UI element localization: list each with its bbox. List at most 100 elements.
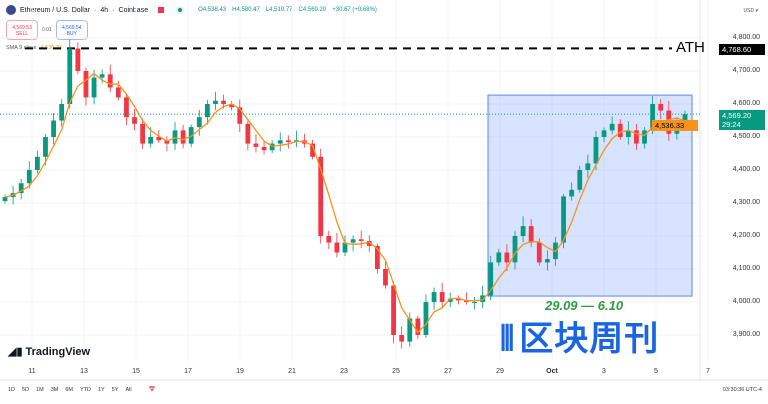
candle-body <box>115 87 121 98</box>
candle-body <box>415 318 421 335</box>
candle-body <box>504 252 510 263</box>
candle-body <box>221 100 226 104</box>
currency-select[interactable]: USD ▾ <box>743 8 758 14</box>
x-tick-label: 3 <box>602 368 606 375</box>
candle-body <box>83 71 89 98</box>
range-button-5d[interactable]: 5D <box>22 387 30 393</box>
buy-button[interactable]: 4,569.54 BUY <box>55 20 88 40</box>
y-tick-label: 4,000.00 <box>732 298 760 305</box>
candle-body <box>350 239 356 243</box>
candle-body <box>480 295 486 302</box>
currency-label: USD <box>743 8 755 14</box>
sell-label: SELL <box>15 31 29 37</box>
candle-body <box>383 269 388 286</box>
candle-body <box>609 123 615 131</box>
range-button-1d[interactable]: 1D <box>8 387 16 393</box>
candle-body <box>75 48 81 71</box>
candle-body <box>261 146 267 151</box>
exchange: Coinbase <box>118 6 149 14</box>
y-tick-label: 3,900.00 <box>732 331 760 338</box>
sma-legend[interactable]: SMA 9 close 4,536.33 <box>6 45 62 51</box>
range-button-1y[interactable]: 1Y <box>97 387 105 393</box>
x-tick-label: 7 <box>706 368 710 375</box>
y-tick-label: 4,400.00 <box>732 166 760 173</box>
ohlc-open: O4,538.43 <box>198 7 227 13</box>
candle-body <box>391 285 396 335</box>
candle-body <box>2 197 8 202</box>
candle-body <box>43 137 48 157</box>
candle-body <box>51 120 56 137</box>
candle-body <box>625 130 631 137</box>
tv-logo-icon: ◢▮ <box>8 346 23 358</box>
x-tick-label: 11 <box>28 368 36 375</box>
x-tick-label: 13 <box>80 368 88 375</box>
candle-body <box>59 104 65 121</box>
candle-body <box>488 262 494 296</box>
candle-body <box>544 259 550 263</box>
x-tick-label: 21 <box>288 368 296 375</box>
x-tick-label: 23 <box>340 368 348 375</box>
ath-price-badge: 4,768.60 <box>719 44 765 55</box>
bar-countdown: 29:24 <box>722 120 741 129</box>
range-button-6m[interactable]: 6M <box>65 387 73 393</box>
range-button-3m[interactable]: 3M <box>50 387 59 393</box>
candle-body <box>156 137 162 141</box>
candle-body <box>447 298 453 302</box>
candle-body <box>318 156 324 236</box>
y-tick-label: 4,600.00 <box>732 100 760 107</box>
y-tick-label: 4,700.00 <box>732 67 760 74</box>
range-button-5y[interactable]: 5Y <box>111 387 119 393</box>
candle-body <box>334 242 340 253</box>
candle-body <box>682 114 688 124</box>
candle-body <box>34 156 40 170</box>
candle-body <box>277 140 283 144</box>
watermark: ⫴ 区块周刊 <box>500 320 659 358</box>
symbol-name[interactable]: Ethereum / U.S. Dollar <box>20 6 91 14</box>
sell-price: 4,569.53 <box>12 25 32 31</box>
y-tick-label: 4,500.00 <box>732 133 760 140</box>
candle-body <box>601 130 607 137</box>
trade-panel: 4,569.53 SELL 0.01 4,569.54 BUY <box>0 20 88 40</box>
candle-body <box>536 242 542 263</box>
range-button-all[interactable]: All <box>125 387 132 393</box>
range-label: 29.09 — 6.10 <box>545 298 624 313</box>
watermark-logo-icon: ⫴ <box>500 320 516 358</box>
last-price: 4,569.20 <box>722 111 752 120</box>
candle-body <box>269 143 275 151</box>
range-button-1m[interactable]: 1M <box>36 387 44 393</box>
candle-body <box>431 292 437 302</box>
market-open-icon <box>176 6 185 14</box>
timeframe[interactable]: 4h <box>100 6 109 14</box>
candle-body <box>180 130 186 144</box>
y-tick-label: 4,100.00 <box>732 265 760 272</box>
candle-body <box>423 302 429 335</box>
calendar-icon[interactable]: 📅 <box>148 387 156 393</box>
candle-body <box>374 245 380 269</box>
sma-line <box>4 72 686 334</box>
sell-button[interactable]: 4,569.53 SELL <box>6 20 38 40</box>
candle-body <box>18 183 24 194</box>
candle-body <box>528 226 534 243</box>
candle-body <box>132 117 137 124</box>
flag-icon[interactable] <box>158 7 165 13</box>
x-tick-label: 15 <box>132 368 140 375</box>
candle-body <box>213 100 218 104</box>
candle-body <box>585 163 591 170</box>
range-button-ytd[interactable]: YTD <box>79 387 91 393</box>
candle-body <box>107 74 113 88</box>
candle-body <box>658 104 664 111</box>
x-tick-label: Oct <box>546 368 558 375</box>
y-tick-label: 4,200.00 <box>732 232 760 239</box>
candle-body <box>26 170 32 184</box>
candle-body <box>204 104 210 118</box>
sma-price-badge: 4,536.33 <box>652 120 698 131</box>
candle-body <box>650 104 656 131</box>
tradingview-logo[interactable]: ◢▮ TradingView <box>8 346 90 358</box>
y-tick-label: 4,800.00 <box>732 34 760 41</box>
candle-body <box>399 335 405 342</box>
candle-body <box>229 104 235 108</box>
symbol-header: Ethereum / U.S. Dollar · 4h · Coinbase O4,… <box>6 5 377 15</box>
candle-body <box>91 77 97 98</box>
candle-body <box>67 48 73 104</box>
